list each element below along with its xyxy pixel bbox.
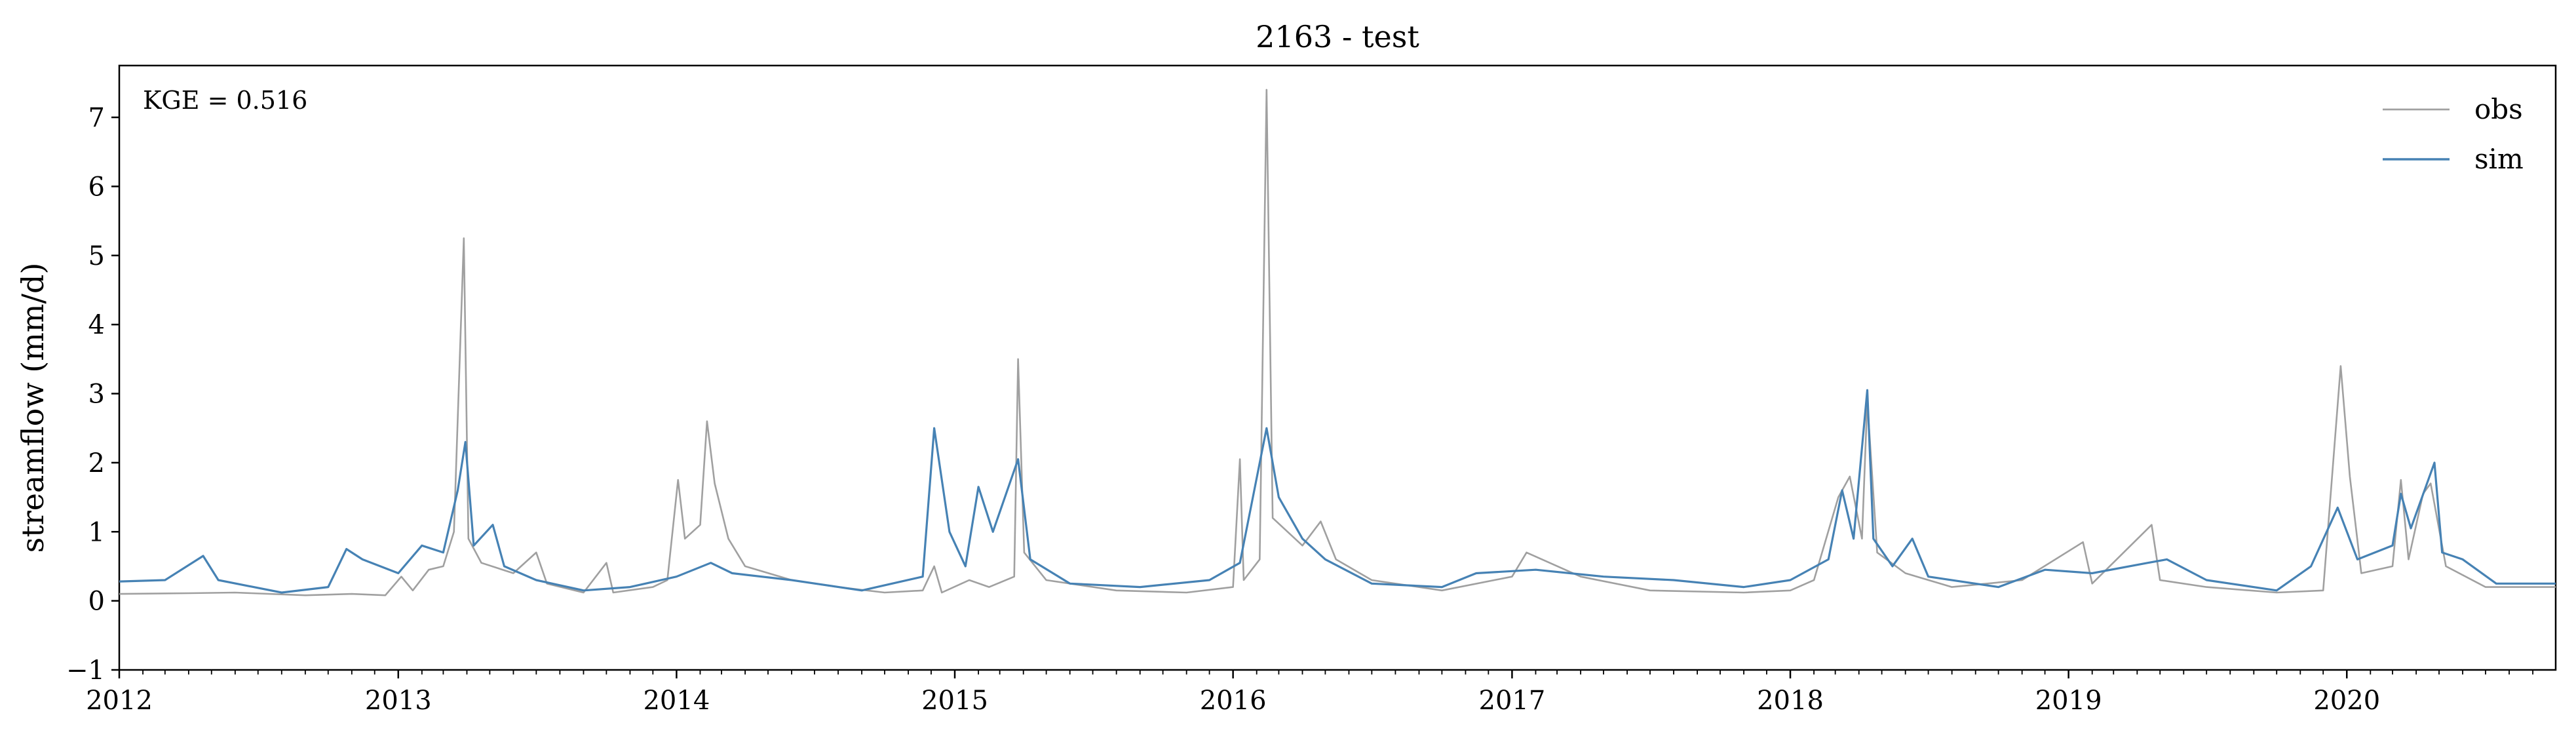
x-tick-label: 2014 — [643, 686, 710, 716]
plot-frame — [118, 64, 2557, 671]
kge-annotation: KGE = 0.516 — [143, 86, 307, 115]
x-axis: 2012 2013 2014 2015 2016 2017 2018 2019 2020 — [86, 670, 2534, 716]
chart-title: 2163 - test — [1256, 19, 1419, 54]
y-tick-label: 3 — [88, 380, 105, 410]
x-tick-label: 2013 — [365, 686, 432, 716]
y-axis: −1 0 1 2 3 4 5 6 7 — [66, 103, 119, 686]
y-tick-label: 0 — [88, 587, 105, 617]
y-tick-label: 6 — [88, 172, 105, 202]
x-tick-label: 2018 — [1757, 686, 1824, 716]
series-line-sim — [119, 389, 2556, 594]
x-tick-label: 2012 — [86, 686, 153, 716]
x-tick-label: 2015 — [921, 686, 988, 716]
x-tick-label: 2020 — [2313, 686, 2380, 716]
y-tick-label: 1 — [88, 517, 105, 547]
series-line-obs — [119, 88, 2556, 596]
legend-label-sim: sim — [2474, 143, 2524, 175]
legend-label-obs: obs — [2474, 93, 2523, 125]
y-tick-label: 4 — [88, 310, 105, 340]
y-tick-label: −1 — [66, 655, 105, 686]
x-tick-label: 2016 — [1200, 686, 1267, 716]
y-tick-label: 2 — [88, 448, 105, 478]
y-tick-label: 5 — [88, 241, 105, 271]
x-tick-label: 2017 — [1479, 686, 1546, 716]
series-layer — [119, 88, 2556, 596]
x-tick-label: 2019 — [2035, 686, 2102, 716]
legend: obs sim — [2383, 93, 2524, 175]
plot-area — [118, 64, 2557, 671]
y-tick-label: 7 — [88, 103, 105, 133]
y-axis-label: streamflow (mm/d) — [15, 263, 50, 553]
